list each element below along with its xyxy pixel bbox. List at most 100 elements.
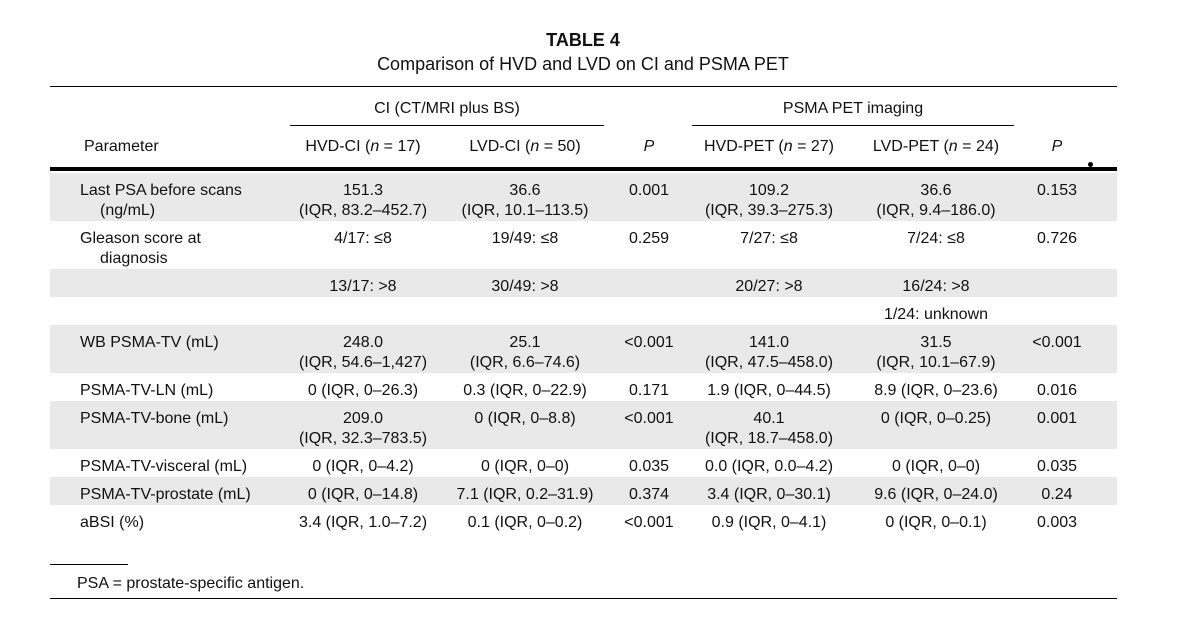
header-p-ci: P [643, 138, 655, 155]
parameter-line: WB PSMA-TV (mL) [80, 334, 219, 351]
cell-hvd-ci: 209.0 (IQR, 32.3–783.5) [290, 409, 436, 449]
cell-line: (IQR, 83.2–452.7) [298, 202, 428, 219]
group-header-pet: PSMA PET imaging [782, 100, 924, 117]
cell-lvd-ci: 19/49: ≤8 [450, 229, 600, 249]
header-hvd-pet: HVD-PET (n = 27) [704, 138, 834, 155]
cell-line: 7/24: ≤8 [907, 230, 965, 247]
cell-line: (IQR, 54.6–1,427) [298, 354, 428, 371]
parameter-line: aBSI (%) [80, 514, 145, 531]
cell-line: (IQR, 32.3–783.5) [298, 430, 428, 447]
row-shade [50, 173, 1117, 221]
cell-line: 0 (IQR, 0–14.8) [307, 486, 419, 503]
header-rule [50, 167, 1117, 171]
cell-line: 36.6 [920, 182, 952, 199]
cell-hvd-ci: 151.3 (IQR, 83.2–452.7) [290, 181, 436, 221]
cell-line: 151.3 [342, 182, 384, 199]
cell-line: 1/24: unknown [883, 306, 989, 323]
cell-line: (IQR, 6.6–74.6) [469, 354, 581, 371]
cell-line: 7/27: ≤8 [740, 230, 798, 247]
parameter-line: PSMA-TV-prostate (mL) [80, 486, 251, 503]
cell-lvd-pet: 0 (IQR, 0–0.25) [858, 409, 1014, 429]
row-parameter: Gleason score at diagnosis [80, 229, 201, 269]
cell-lvd-ci: 7.1 (IQR, 0.2–31.9) [450, 485, 600, 505]
cell-lvd-pet: 9.6 (IQR, 0–24.0) [858, 485, 1014, 505]
cell-line: 25.1 [509, 334, 541, 351]
cell-p2: <0.001 [1032, 334, 1082, 351]
parameter-line: Last PSA before scans [80, 182, 242, 199]
cell-lvd-ci: 30/49: >8 [450, 277, 600, 297]
cell-hvd-ci: 0 (IQR, 0–26.3) [290, 381, 436, 401]
cell-line: 0 (IQR, 0–0.1) [885, 514, 987, 531]
footnote-rule [50, 564, 128, 565]
cell-line: 16/24: >8 [902, 278, 970, 295]
cell-line: 8.9 (IQR, 0–23.6) [874, 382, 998, 399]
cell-p1: <0.001 [624, 410, 674, 427]
cell-lvd-ci: 36.6 (IQR, 10.1–113.5) [450, 181, 600, 221]
cell-p1: 0.374 [628, 486, 670, 503]
cell-hvd-ci: 0 (IQR, 0–4.2) [290, 457, 436, 477]
cell-lvd-pet: 0 (IQR, 0–0) [858, 457, 1014, 477]
footnote: PSA = prostate-specific antigen. [77, 575, 305, 592]
cell-line: 0.1 (IQR, 0–0.2) [467, 514, 583, 531]
cell-line: (IQR, 9.4–186.0) [876, 202, 996, 219]
row-parameter: aBSI (%) [80, 513, 144, 533]
cell-line: 9.6 (IQR, 0–24.0) [874, 486, 998, 503]
cell-line: 0.9 (IQR, 0–4.1) [711, 514, 827, 531]
cell-hvd-pet: 1.9 (IQR, 0–44.5) [692, 381, 846, 401]
row-parameter: PSMA-TV-prostate (mL) [80, 485, 251, 505]
cell-lvd-pet: 36.6 (IQR, 9.4–186.0) [858, 181, 1014, 221]
row-parameter: PSMA-TV-LN (mL) [80, 381, 213, 401]
cell-lvd-pet: 31.5 (IQR, 10.1–67.9) [858, 333, 1014, 373]
cell-p1: <0.001 [624, 514, 674, 531]
cell-hvd-ci: 0 (IQR, 0–14.8) [290, 485, 436, 505]
header-p-pet: P [1051, 138, 1063, 155]
cell-line: (IQR, 10.1–67.9) [876, 354, 996, 371]
cell-line: 3.4 (IQR, 1.0–7.2) [298, 514, 428, 531]
parameter-line: (ng/mL) [100, 202, 156, 219]
cell-line: 19/49: ≤8 [491, 230, 559, 247]
parameter-line: Gleason score at [80, 230, 201, 247]
cell-line: 20/27: >8 [735, 278, 803, 295]
header-hvd-ci: HVD-CI (n = 17) [305, 138, 421, 155]
cell-lvd-pet: 7/24: ≤8 [858, 229, 1014, 249]
cell-line: 248.0 [342, 334, 384, 351]
cell-hvd-pet: 3.4 (IQR, 0–30.1) [692, 485, 846, 505]
cell-line: 0 (IQR, 0–26.3) [307, 382, 419, 399]
cell-line: 141.0 [748, 334, 790, 351]
cell-hvd-pet: 0.0 (IQR, 0.0–4.2) [692, 457, 846, 477]
row-shade [50, 477, 1117, 505]
cell-hvd-pet: 7/27: ≤8 [692, 229, 846, 249]
cell-line: (IQR, 18.7–458.0) [704, 430, 834, 447]
cell-lvd-ci: 0.3 (IQR, 0–22.9) [450, 381, 600, 401]
cell-hvd-pet: 0.9 (IQR, 0–4.1) [692, 513, 846, 533]
table-subtitle: Comparison of HVD and LVD on CI and PSMA… [377, 54, 789, 74]
cell-p1: 0.171 [628, 382, 670, 399]
cell-lvd-ci: 0.1 (IQR, 0–0.2) [450, 513, 600, 533]
row-parameter: Last PSA before scans (ng/mL) [80, 181, 242, 221]
cell-hvd-pet: 141.0 (IQR, 47.5–458.0) [692, 333, 846, 373]
cell-lvd-pet: 1/24: unknown [858, 305, 1014, 325]
cell-line: 1.9 (IQR, 0–44.5) [707, 382, 831, 399]
cell-p2: 0.003 [1036, 514, 1078, 531]
row-shade [50, 269, 1117, 297]
cell-lvd-ci: 0 (IQR, 0–0) [450, 457, 600, 477]
cell-line: 0 (IQR, 0–4.2) [312, 458, 414, 475]
stray-dot [1088, 162, 1093, 167]
cell-lvd-pet: 8.9 (IQR, 0–23.6) [858, 381, 1014, 401]
row-parameter: PSMA-TV-visceral (mL) [80, 457, 247, 477]
cell-p2: 0.24 [1041, 486, 1073, 503]
cell-line: 0 (IQR, 0–0) [891, 458, 981, 475]
parameter-line: PSMA-TV-bone (mL) [80, 410, 229, 427]
cell-line: 7.1 (IQR, 0.2–31.9) [456, 486, 594, 503]
cell-line: 0 (IQR, 0–0.25) [880, 410, 992, 427]
cell-line: (IQR, 10.1–113.5) [461, 202, 589, 219]
cell-line: 109.2 [748, 182, 790, 199]
cell-p2: 0.001 [1036, 410, 1078, 427]
cell-p1: <0.001 [624, 334, 674, 351]
cell-line: 40.1 [753, 410, 785, 427]
cell-line: (IQR, 39.3–275.3) [704, 202, 834, 219]
row-shade [50, 325, 1117, 373]
cell-hvd-ci: 3.4 (IQR, 1.0–7.2) [290, 513, 436, 533]
cell-p1: 0.001 [628, 182, 670, 199]
group-underline-ci [290, 125, 604, 126]
